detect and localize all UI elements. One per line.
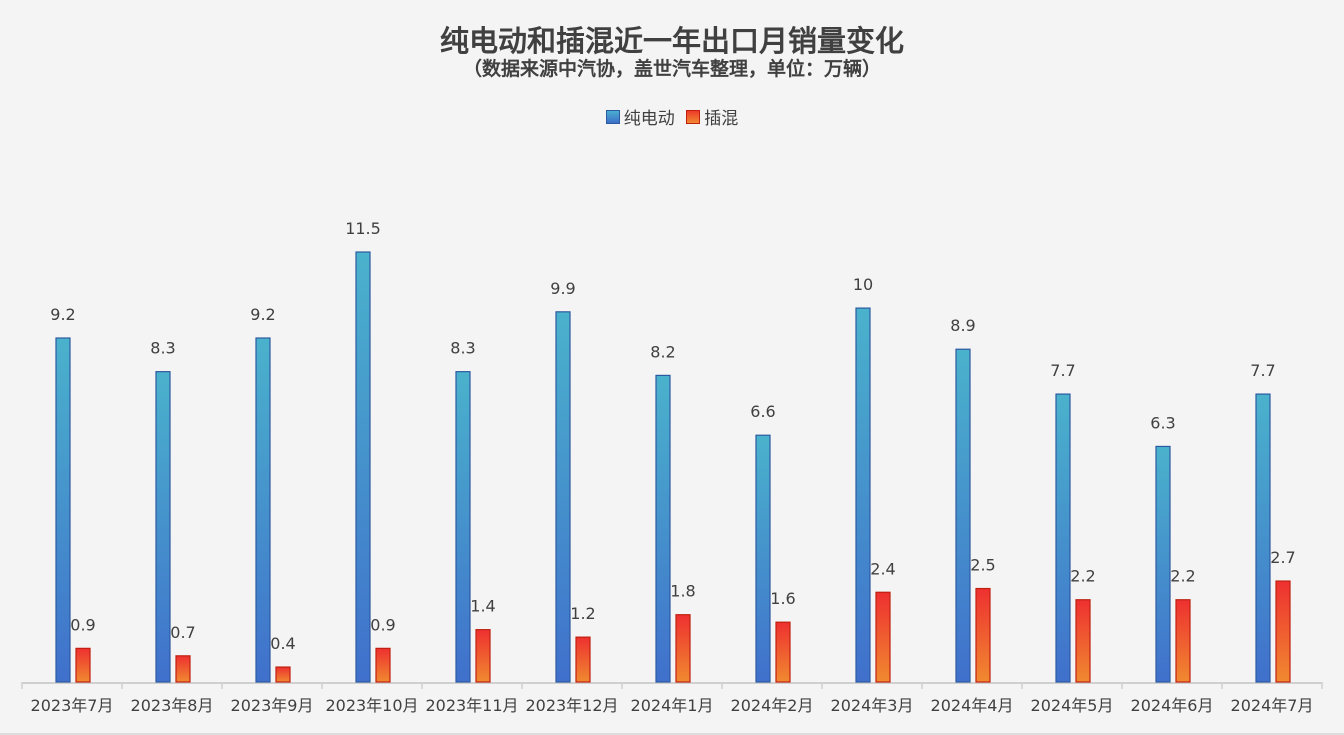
data-label-phev: 2.7	[1270, 548, 1295, 567]
bar-bev	[655, 374, 671, 683]
bar-bev	[155, 371, 171, 683]
data-label-phev: 2.2	[1070, 567, 1095, 586]
bar-phev	[175, 655, 191, 683]
data-label-phev: 1.8	[670, 582, 695, 601]
bar-phev	[275, 666, 291, 683]
legend-item-phev: 插混	[686, 104, 738, 129]
data-label-bev: 7.7	[1050, 361, 1075, 380]
bar-phev	[1175, 599, 1191, 683]
data-label-phev: 0.9	[70, 615, 95, 634]
bar-bev	[1255, 393, 1271, 683]
bar-phev	[475, 629, 491, 683]
bar-phev	[375, 647, 391, 683]
bar-bev	[455, 371, 471, 683]
data-label-bev: 7.7	[1250, 361, 1275, 380]
bar-bev	[555, 311, 571, 683]
data-label-bev: 9.2	[250, 305, 275, 324]
bar-bev	[355, 251, 371, 683]
legend: 纯电动 插混	[0, 104, 1344, 129]
bar-bev	[55, 337, 71, 683]
data-label-phev: 2.4	[870, 559, 895, 578]
x-tick-label: 2023年10月	[325, 696, 418, 715]
data-label-bev: 11.5	[345, 219, 381, 238]
x-tick-label: 2024年1月	[631, 696, 714, 715]
bar-phev	[75, 647, 91, 683]
legend-swatch-bev	[605, 109, 620, 124]
bar-phev	[575, 636, 591, 683]
x-tick-label: 2023年7月	[31, 696, 114, 715]
data-label-bev: 8.3	[150, 339, 175, 358]
x-tick-label: 2023年8月	[131, 696, 214, 715]
data-label-phev: 0.7	[170, 623, 195, 642]
bar-phev	[675, 614, 691, 683]
data-label-bev: 8.9	[950, 316, 975, 335]
bar-bev	[255, 337, 271, 683]
chart-title: 纯电动和插混近一年出口月销量变化	[439, 24, 904, 58]
legend-swatch-phev	[686, 109, 701, 124]
data-label-bev: 10	[853, 275, 873, 294]
data-label-bev: 9.2	[50, 305, 75, 324]
x-tick-label: 2023年11月	[425, 696, 518, 715]
bar-phev	[875, 591, 891, 683]
x-tick-label: 2024年4月	[931, 696, 1014, 715]
data-label-phev: 2.5	[970, 556, 995, 575]
legend-item-bev: 纯电动	[605, 104, 675, 129]
data-label-phev: 1.6	[770, 589, 795, 608]
x-tick-label: 2024年3月	[831, 696, 914, 715]
bar-phev	[975, 587, 991, 683]
bar-bev	[855, 307, 871, 683]
legend-label-bev: 纯电动	[623, 109, 675, 129]
bar-phev	[775, 621, 791, 683]
data-label-bev: 8.3	[450, 339, 475, 358]
bar-bev	[1055, 393, 1071, 683]
x-tick-label: 2024年6月	[1131, 696, 1214, 715]
bar-bev	[755, 434, 771, 683]
x-tick-label: 2023年9月	[231, 696, 314, 715]
legend-label-phev: 插混	[704, 109, 739, 129]
bar-phev	[1275, 580, 1291, 683]
data-label-bev: 8.2	[650, 342, 675, 361]
chart-subtitle: （数据来源中汽协，盖世汽车整理，单位：万辆）	[462, 58, 881, 80]
data-label-phev: 1.2	[570, 604, 595, 623]
bar-phev	[1075, 599, 1091, 683]
data-label-bev: 9.9	[550, 279, 575, 298]
data-label-bev: 6.6	[750, 402, 775, 421]
x-tick-label: 2024年2月	[731, 696, 814, 715]
data-label-phev: 1.4	[470, 597, 495, 616]
bar-bev	[1155, 445, 1171, 683]
x-tick-label: 2024年7月	[1231, 696, 1314, 715]
bar-bev	[955, 348, 971, 683]
data-label-bev: 6.3	[1150, 413, 1175, 432]
x-tick-label: 2023年12月	[525, 696, 618, 715]
data-label-phev: 0.9	[370, 615, 395, 634]
x-tick-label: 2024年5月	[1031, 696, 1114, 715]
data-label-phev: 0.4	[270, 634, 295, 653]
data-label-phev: 2.2	[1170, 567, 1195, 586]
